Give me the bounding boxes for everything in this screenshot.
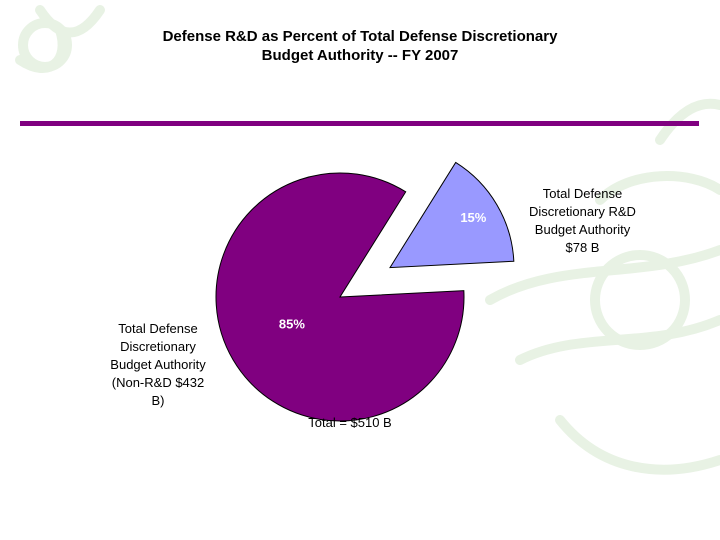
nonrd-slice-label-line-2: Discretionary <box>120 339 196 354</box>
rd-slice-label-line-2: Discretionary R&D <box>529 204 636 219</box>
nonrd-slice-label-line-4: (Non-R&D $432 <box>111 375 205 390</box>
rd-slice <box>389 161 515 269</box>
nonrd-slice-label: Total Defense Discretionary Budget Autho… <box>88 320 228 410</box>
title-divider <box>20 121 699 126</box>
rd-slice-label-line-1: Total Defense <box>542 186 623 201</box>
nonrd-slice-label-line-1: Total Defense <box>118 321 198 336</box>
rd-slice-label-line-4: $78 B <box>565 240 600 255</box>
chart-title: Defense R&D as Percent of Total Defense … <box>60 27 660 65</box>
nonrd-percent-label: 85% <box>279 317 305 332</box>
total-label: Total = $510 B <box>308 415 392 430</box>
chart-title-line-1: Defense R&D as Percent of Total Defense … <box>162 28 558 45</box>
nonrd-slice-label-line-3: Budget Authority <box>110 357 206 372</box>
rd-slice-label-line-3: Budget Authority <box>534 222 631 237</box>
nonrd-slice-label-line-5: B) <box>151 393 165 408</box>
chart-title-line-2: Budget Authority -- FY 2007 <box>261 47 459 64</box>
nonrd-slice <box>215 172 465 422</box>
rd-percent-label: 15% <box>460 210 486 225</box>
rd-slice-label: Total Defense Discretionary R&D Budget A… <box>505 185 660 257</box>
